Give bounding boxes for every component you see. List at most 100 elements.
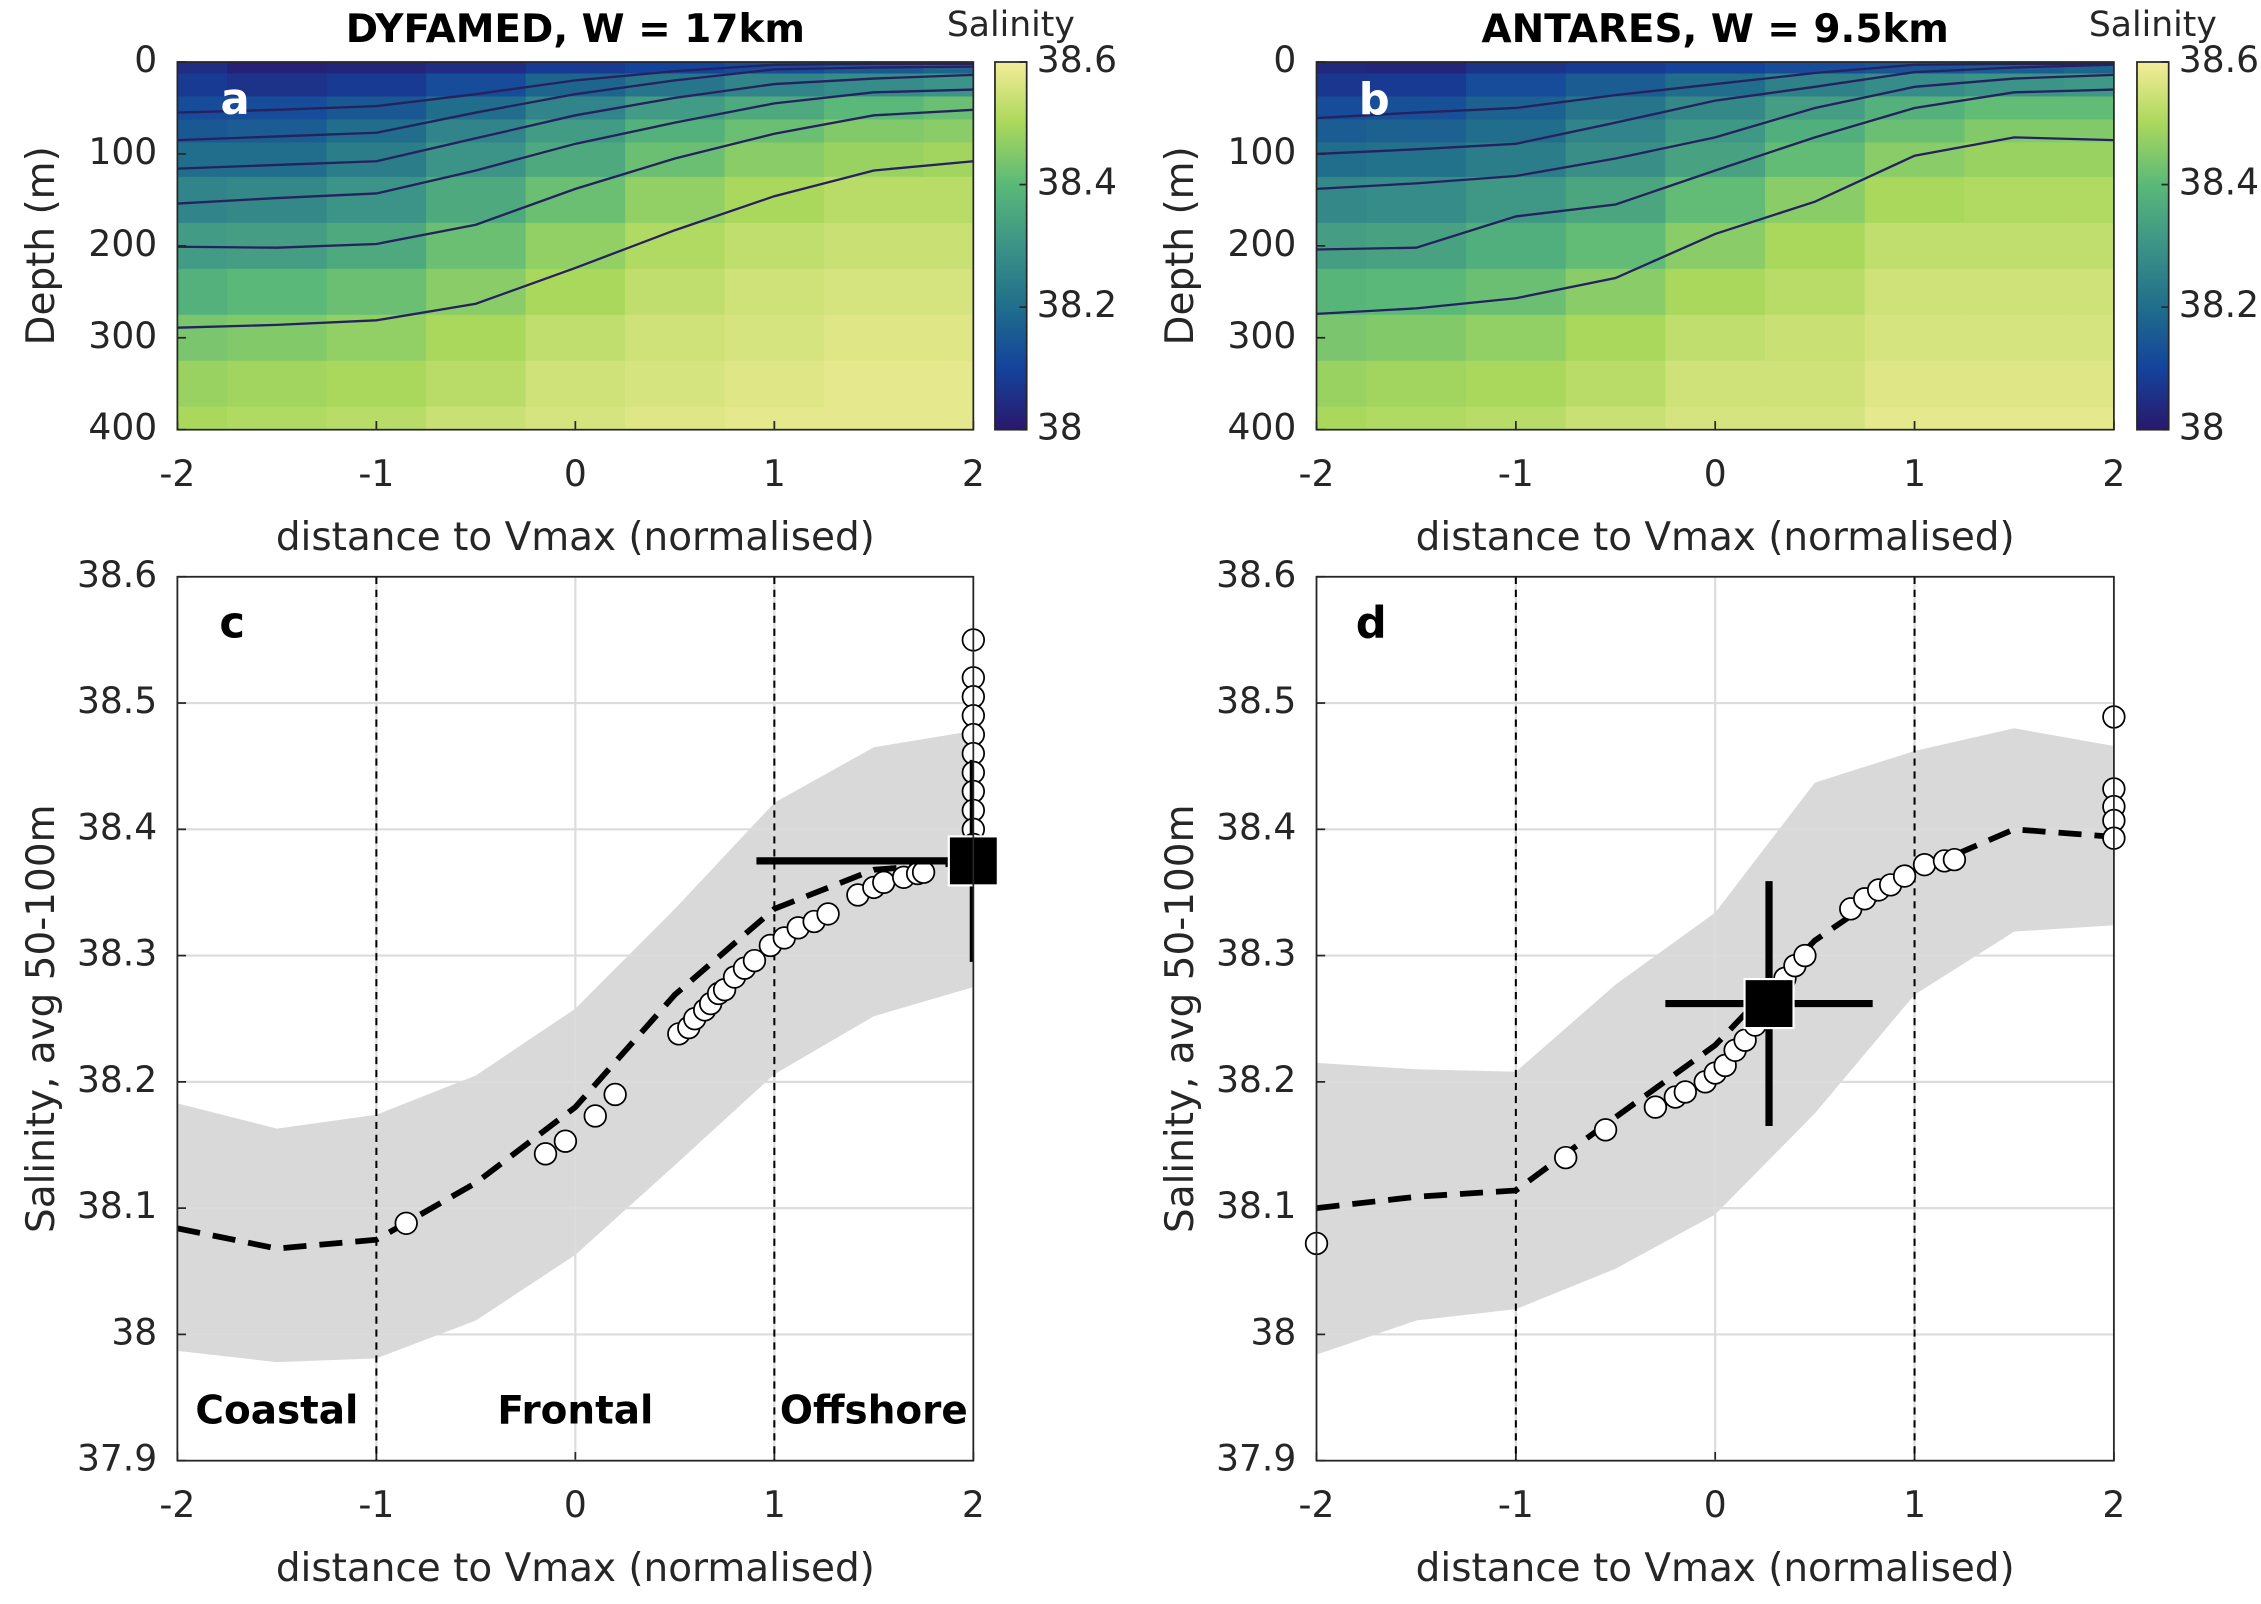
heatmap-cell xyxy=(426,222,527,270)
heatmap-cell xyxy=(227,62,328,75)
panel-label: b xyxy=(1359,75,1390,125)
contour-line xyxy=(177,62,974,114)
y-tick-label: 300 xyxy=(88,316,157,357)
y-tick-label: 38 xyxy=(1250,1312,1296,1353)
heatmap-cell xyxy=(824,406,925,430)
heatmap-cell xyxy=(1665,96,1766,121)
data-point xyxy=(1912,852,1937,877)
heatmap-cell xyxy=(1316,62,1368,75)
y-tick-label: 200 xyxy=(88,224,157,265)
heatmap-cell xyxy=(1964,314,2065,362)
heatmap-cell xyxy=(227,314,328,362)
x-tick-label: 2 xyxy=(962,454,985,495)
heatmap-cell xyxy=(1466,406,1567,430)
colorbar-tick-label: 38 xyxy=(2179,408,2225,449)
contour-line xyxy=(177,73,974,170)
x-axis-label: distance to Vmax (normalised) xyxy=(276,515,875,560)
heatmap-cell xyxy=(1316,96,1368,121)
y-axis-label: Salinity, avg 50-100m xyxy=(19,804,64,1232)
heatmap-cell xyxy=(1466,222,1567,270)
heatmap-cell xyxy=(227,268,328,316)
heatmap-cell xyxy=(525,406,626,430)
heatmap-cell xyxy=(1765,406,1866,430)
y-tick-label: 38.2 xyxy=(77,1060,157,1101)
heatmap-cell xyxy=(525,360,626,408)
data-point xyxy=(1643,1095,1668,1119)
data-point xyxy=(1942,847,1967,872)
heatmap-cell xyxy=(625,142,726,178)
heatmap-cell xyxy=(724,176,825,224)
y-tick-label: 38.2 xyxy=(1216,1060,1296,1101)
heatmap-cell xyxy=(1565,406,1667,430)
plot-frame xyxy=(176,575,975,1462)
y-tick-label: 38.3 xyxy=(77,934,157,975)
heatmap-cell xyxy=(426,119,527,144)
heatmap-cell xyxy=(1665,142,1766,178)
heatmap-cell xyxy=(1366,73,1467,98)
y-tick-label: 0 xyxy=(134,40,157,81)
heatmap-cell xyxy=(1765,314,1866,362)
contour-line xyxy=(177,65,974,142)
y-tick-label: 38.1 xyxy=(1216,1186,1296,1227)
heatmap-cell xyxy=(525,222,626,270)
heatmap-cell xyxy=(177,119,228,144)
heatmap-cell xyxy=(1466,62,1567,75)
heatmap-cell xyxy=(177,142,228,178)
heatmap-cell xyxy=(1765,119,1866,144)
heatmap-cell xyxy=(923,176,974,224)
x-tick-label: 1 xyxy=(763,1485,786,1526)
contour-line xyxy=(1316,73,2114,191)
heatmap-cell xyxy=(1964,222,2065,270)
heatmap-cell xyxy=(724,96,825,121)
x-tick-label: -1 xyxy=(1498,1485,1534,1526)
heatmap xyxy=(177,62,974,430)
heatmap-cell xyxy=(1565,119,1667,144)
heatmap-cell xyxy=(724,268,825,316)
colorbar-tick-label: 38.6 xyxy=(2179,40,2259,81)
heatmap-cell xyxy=(1316,176,1368,224)
heatmap-cell xyxy=(625,119,726,144)
heatmap-cell xyxy=(426,142,527,178)
heatmap-cell xyxy=(1864,268,1966,316)
heatmap-cell xyxy=(1864,119,1966,144)
heatmap-cell xyxy=(824,96,925,121)
heatmap-cell xyxy=(1665,314,1766,362)
y-tick-label: 38.6 xyxy=(77,555,157,596)
x-axis-label: distance to Vmax (normalised) xyxy=(1416,515,2015,560)
heatmap-cell xyxy=(824,360,925,408)
heatmap-cell xyxy=(1964,406,2065,430)
heatmap-cell xyxy=(1964,119,2065,144)
y-tick-label: 300 xyxy=(1228,316,1297,357)
heatmap-cell xyxy=(177,268,228,316)
heatmap-cell xyxy=(1765,360,1866,408)
heatmap-cell xyxy=(1665,73,1766,98)
heatmap-cell xyxy=(1466,360,1567,408)
data-point xyxy=(1892,864,1917,888)
heatmap-cell xyxy=(1366,119,1467,144)
colorbar-tick-label: 38 xyxy=(1037,408,1083,449)
heatmap-cell xyxy=(1565,62,1667,75)
y-tick-label: 38.5 xyxy=(77,681,157,722)
data-point xyxy=(583,1104,607,1128)
colorbar xyxy=(994,61,1028,431)
y-tick-label: 38 xyxy=(111,1312,157,1353)
heatmap-cell xyxy=(923,360,974,408)
heatmap-cell xyxy=(326,73,427,98)
x-tick-label: 0 xyxy=(1704,454,1727,495)
heatmap-cell xyxy=(1665,62,1766,75)
heatmap-cell xyxy=(2064,119,2114,144)
heatmap-cell xyxy=(1964,142,2065,178)
heatmap-cell xyxy=(824,119,925,144)
heatmap-cell xyxy=(923,62,974,75)
x-tick-label: -2 xyxy=(159,1485,195,1526)
x-tick-label: -2 xyxy=(1299,454,1335,495)
x-tick-label: 1 xyxy=(1903,1485,1926,1526)
data-point xyxy=(1593,1118,1618,1142)
y-axis-label: Depth (m) xyxy=(19,146,64,345)
heatmap-cell xyxy=(1565,176,1667,224)
heatmap-cell xyxy=(1565,314,1667,362)
data-point xyxy=(742,948,767,973)
y-tick-label: 400 xyxy=(88,408,157,449)
heatmap-cell xyxy=(1665,119,1766,144)
